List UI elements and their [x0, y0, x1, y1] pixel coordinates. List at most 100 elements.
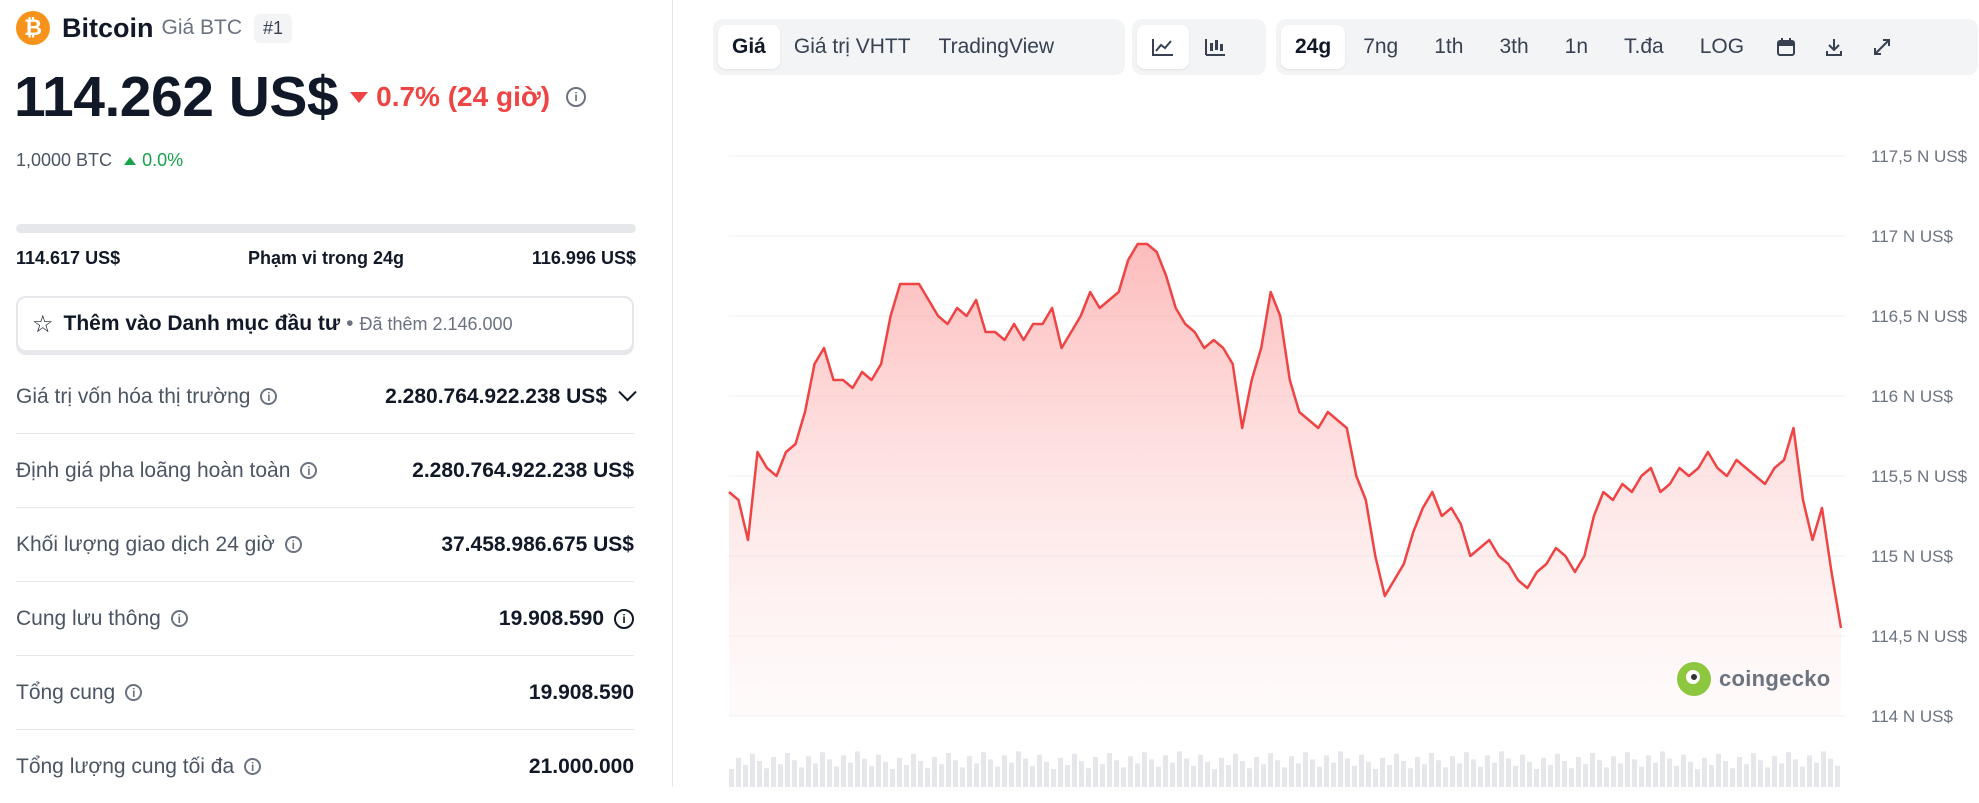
add-to-portfolio-button[interactable]: ☆ Thêm vào Danh mục đầu tư • Đã thêm 2.1…	[16, 296, 634, 352]
volume-bar	[1296, 763, 1301, 787]
candlestick-icon[interactable]	[1189, 25, 1241, 69]
volume-bar	[1009, 762, 1014, 787]
volume-bar	[729, 769, 734, 787]
volume-bar	[1779, 763, 1784, 787]
volume-bar	[1632, 759, 1637, 787]
volume-bar	[1436, 760, 1441, 787]
tab-tradingview[interactable]: TradingView	[938, 35, 1055, 58]
volume-bar	[960, 767, 965, 787]
volume-bar	[1212, 769, 1217, 787]
coingecko-logo-icon	[1677, 662, 1711, 696]
rank-badge: #1	[254, 13, 293, 43]
range-3m[interactable]: 3th	[1499, 35, 1529, 58]
caret-up-icon	[124, 156, 137, 165]
volume-bar	[1303, 752, 1308, 787]
stat-value: 2.280.764.922.238 US$	[412, 458, 634, 482]
info-icon[interactable]: i	[614, 608, 634, 629]
volume-bar	[1730, 768, 1735, 787]
stat-label: Tổng cung i	[16, 681, 143, 705]
chart-type-toggle	[1132, 19, 1266, 75]
price-chart[interactable]: 117,5 N US$ 117 N US$ 116,5 N US$ 116 N US$…	[673, 120, 1979, 787]
volume-bar	[1317, 766, 1322, 787]
volume-bar	[1086, 768, 1091, 787]
range-high: 116.996 US$	[531, 248, 636, 268]
stats-list: Giá trị vốn hóa thị trường i 2.280.764.92…	[16, 360, 637, 803]
volume-bar	[925, 768, 930, 787]
volume-bar	[1429, 753, 1434, 787]
info-icon[interactable]: i	[566, 87, 587, 107]
coin-name: Bitcoin	[62, 12, 154, 43]
price-chart-svg[interactable]: 117,5 N US$ 117 N US$ 116,5 N US$ 116 N US$…	[673, 120, 1979, 787]
volume-bar	[1107, 753, 1112, 787]
calendar-icon[interactable]	[1762, 25, 1810, 69]
volume-bar	[1828, 758, 1833, 787]
line-chart-icon[interactable]	[1137, 25, 1189, 69]
range-low: 114.617 US$	[16, 248, 121, 268]
volume-bar	[743, 765, 748, 787]
stat-row-market-cap[interactable]: Giá trị vốn hóa thị trường i 2.280.764.92…	[16, 360, 637, 434]
volume-bar	[988, 759, 993, 787]
tab-price[interactable]: Giá	[718, 25, 780, 69]
volume-bar	[1667, 758, 1672, 787]
volume-bar	[1772, 756, 1777, 787]
volume-bar	[1583, 764, 1588, 787]
download-icon[interactable]	[1810, 25, 1858, 69]
range-7d[interactable]: 7ng	[1363, 35, 1399, 58]
volume-bar	[1695, 769, 1700, 787]
info-icon[interactable]: i	[170, 610, 188, 627]
range-1y[interactable]: 1n	[1564, 35, 1588, 58]
volume-bar	[1786, 752, 1791, 787]
volume-bar	[785, 753, 790, 787]
stat-value: 37.458.986.675 US$	[441, 532, 634, 556]
range-24h[interactable]: 24g	[1281, 25, 1346, 69]
info-icon[interactable]: i	[260, 388, 278, 405]
range-max[interactable]: T.đa	[1624, 35, 1664, 58]
expand-icon[interactable]	[1858, 25, 1906, 69]
volume-bar	[876, 754, 881, 787]
volume-bar	[855, 751, 860, 787]
log-toggle[interactable]: LOG	[1699, 35, 1745, 58]
volume-bar	[1457, 763, 1462, 787]
volume-bar	[897, 757, 902, 787]
volume-bar	[1702, 757, 1707, 787]
volume-bar	[1387, 765, 1392, 787]
volume-bar	[974, 763, 979, 787]
volume-bar	[764, 768, 769, 787]
volume-bar	[1044, 761, 1049, 787]
volume-bar	[1653, 762, 1658, 787]
volume-bar	[1002, 755, 1007, 787]
added-count: Đã thêm 2.146.000	[359, 313, 513, 334]
volume-bar	[1184, 758, 1189, 787]
info-icon[interactable]: i	[125, 684, 143, 701]
volume-bar	[1737, 757, 1742, 787]
volume-bar	[1499, 751, 1504, 787]
btc-value: 1,0000 BTC	[16, 150, 113, 170]
volume-bar	[1240, 761, 1245, 787]
volume-bar	[1268, 753, 1273, 787]
volume-bar	[967, 756, 972, 787]
volume-bar	[1345, 758, 1350, 787]
star-icon: ☆	[32, 310, 54, 338]
volume-bar	[834, 766, 839, 787]
coin-subtitle: Giá BTC	[161, 16, 243, 39]
y-axis-tick-label: 115 N US$	[1871, 547, 1953, 566]
volume-bar	[1534, 769, 1539, 787]
stat-row-total-supply: Tổng cung i 19.908.590	[16, 656, 634, 730]
info-icon[interactable]: i	[244, 758, 262, 775]
tab-market-cap[interactable]: Giá trị VHTT	[793, 35, 911, 58]
volume-bar	[1366, 761, 1371, 787]
add-to-portfolio-label: Thêm vào Danh mục đầu tư	[63, 312, 341, 335]
volume-bar	[1751, 753, 1756, 787]
volume-bar	[890, 769, 895, 787]
volume-bar	[869, 765, 874, 787]
volume-bar	[995, 766, 1000, 787]
stat-label: Cung lưu thông i	[16, 607, 188, 631]
volume-bar	[1835, 765, 1840, 787]
range-1m[interactable]: 1th	[1434, 35, 1464, 58]
info-icon[interactable]: i	[300, 462, 318, 479]
chevron-down-icon[interactable]	[618, 383, 637, 402]
volume-bar	[1758, 760, 1763, 787]
volume-bar	[1464, 752, 1469, 787]
stat-value: 19.908.590 i	[499, 607, 634, 631]
info-icon[interactable]: i	[284, 536, 302, 553]
